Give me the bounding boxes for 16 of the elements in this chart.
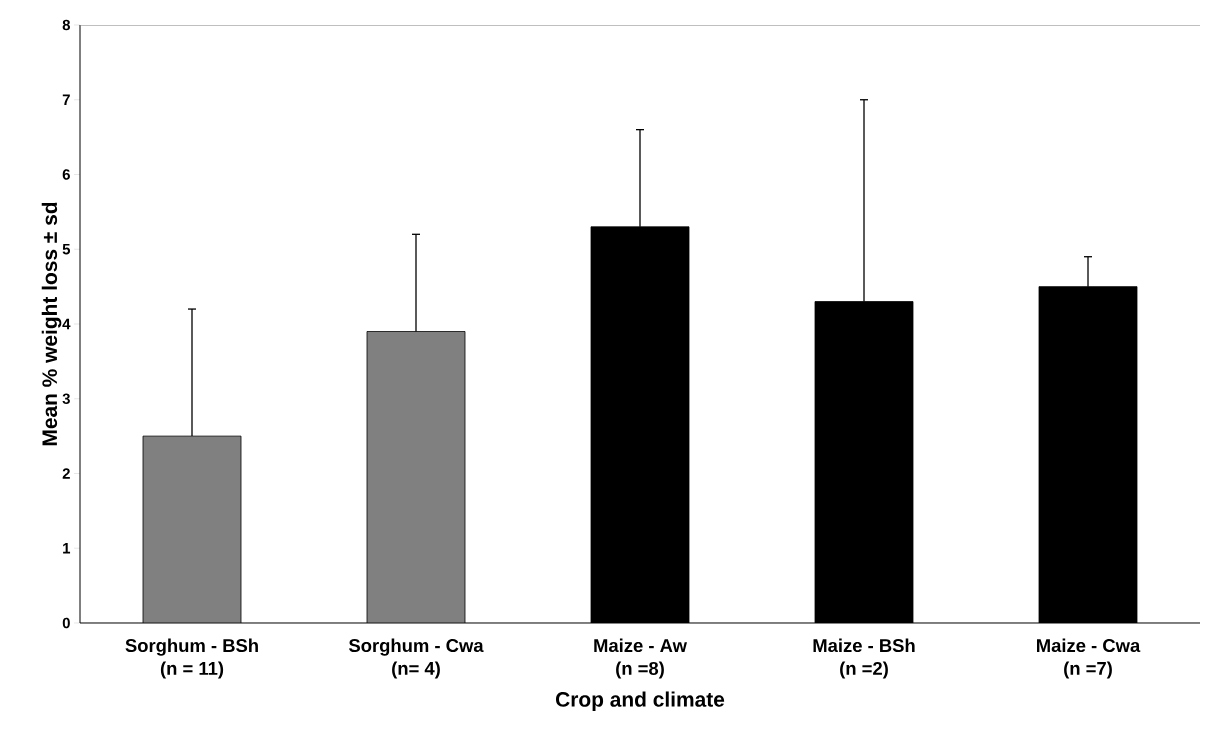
y-tick-label: 5 (62, 244, 71, 255)
y-tick-label: 0 (62, 617, 70, 629)
y-tick-label: 2 (62, 468, 70, 479)
y-tick-label: 3 (62, 393, 70, 405)
x-tick-label: Sorghum - Cwa (n= 4) (348, 638, 484, 679)
y-tick-label: 1 (63, 543, 71, 554)
x-tick-label: Maize - BSh (n =2) (813, 638, 915, 679)
y-tick-label: 7 (62, 94, 70, 105)
x-tick-label: Maize - Aw (n =8) (594, 638, 687, 679)
y-tick-label: 4 (62, 318, 71, 330)
y-tick-label: 6 (62, 169, 70, 180)
y-tick-label: 8 (62, 19, 71, 31)
x-axis-title: Crop and climate (555, 691, 725, 711)
y-axis-title: Mean % weight loss ± sd (41, 202, 62, 446)
x-tick-label: Maize - Cwa (n =7) (1037, 638, 1141, 679)
x-tick-label: Sorghum - BSh (n = 11) (125, 638, 258, 679)
